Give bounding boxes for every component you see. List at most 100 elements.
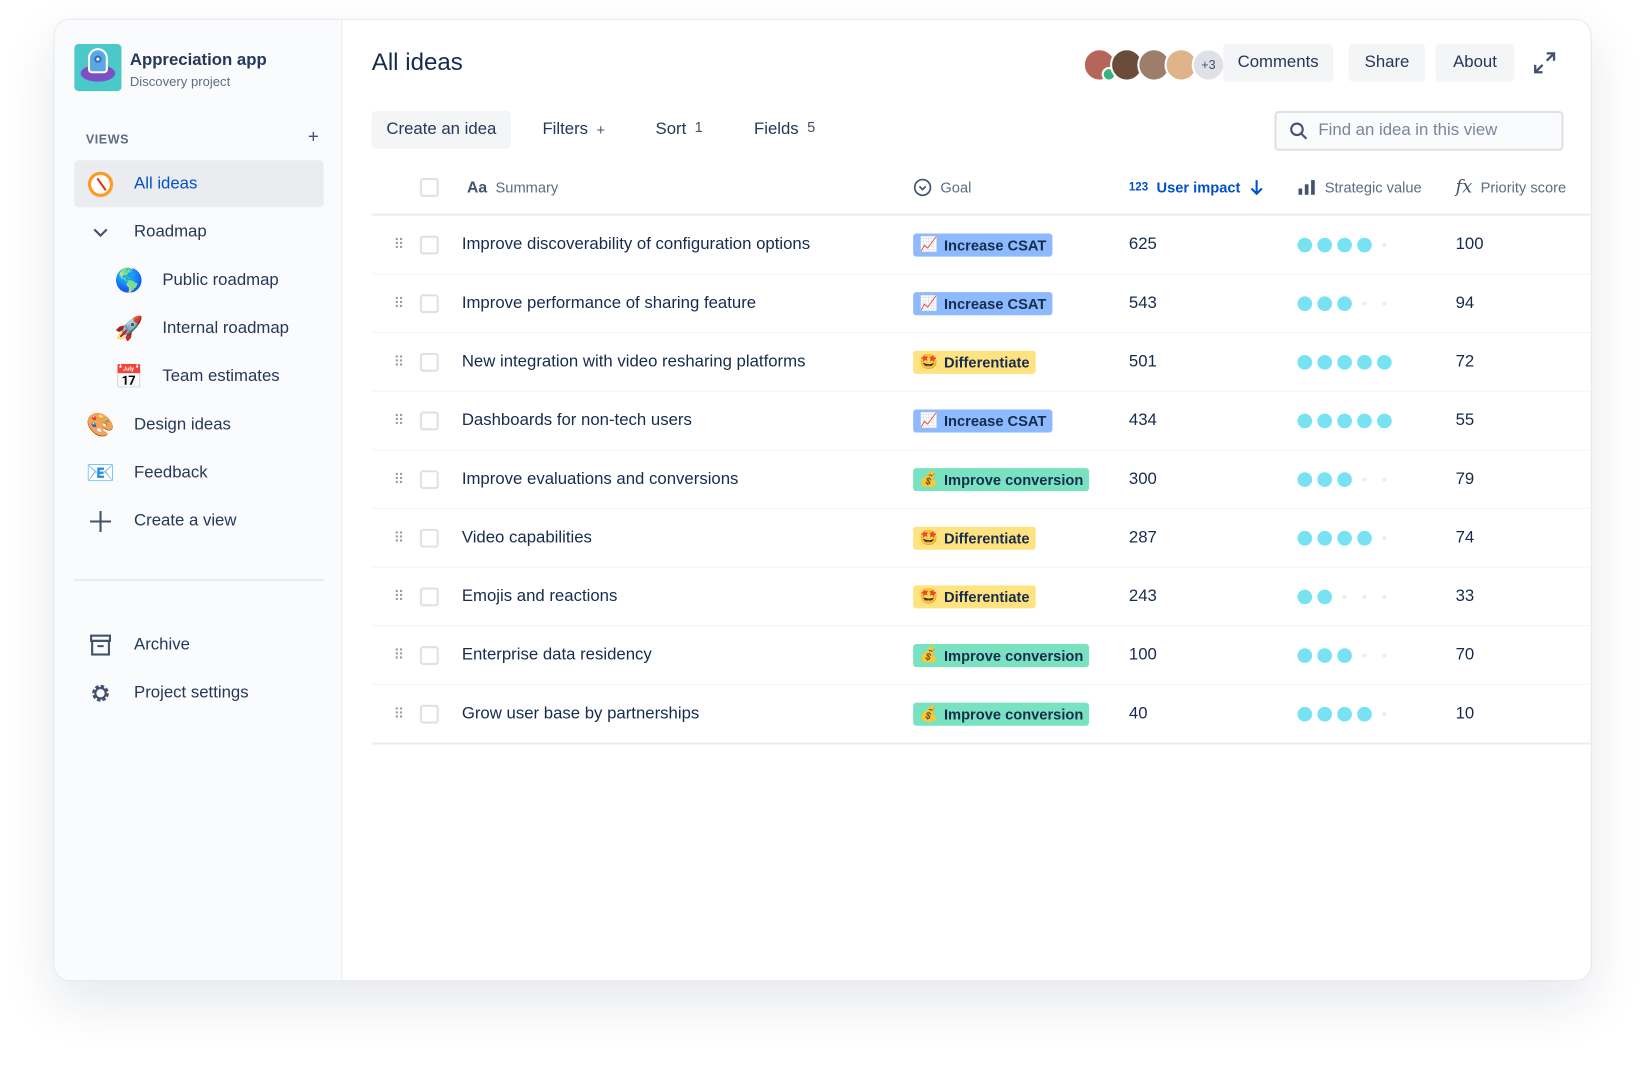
drag-handle-icon[interactable]: ⠿ bbox=[393, 704, 405, 722]
create-idea-button[interactable]: Create an idea bbox=[371, 111, 512, 149]
user-impact-value[interactable]: 625 bbox=[1128, 235, 1157, 253]
rating-dot[interactable] bbox=[1362, 652, 1367, 658]
rating-dot[interactable] bbox=[1382, 652, 1387, 658]
row-checkbox[interactable] bbox=[419, 411, 439, 430]
sidebar-item-internal-roadmap[interactable]: 🚀 Internal roadmap bbox=[74, 305, 323, 352]
rating-dot[interactable] bbox=[1317, 647, 1333, 663]
rating-dot[interactable] bbox=[1357, 706, 1372, 721]
filters-button[interactable]: Filters + bbox=[542, 111, 605, 149]
table-row[interactable]: ⠿ Grow user base by partnerships 💰 Improve … bbox=[371, 685, 1591, 745]
column-user-impact[interactable]: 123 User impact bbox=[1129, 179, 1298, 196]
rating-dot[interactable] bbox=[1382, 535, 1387, 540]
user-impact-value[interactable]: 100 bbox=[1128, 645, 1157, 664]
goal-tag[interactable]: 🤩 Differentiate bbox=[913, 584, 1036, 608]
user-impact-value[interactable]: 300 bbox=[1128, 469, 1157, 488]
row-checkbox[interactable] bbox=[419, 704, 439, 724]
rating-dot[interactable] bbox=[1362, 301, 1367, 306]
idea-summary[interactable]: Video capabilities bbox=[461, 528, 592, 547]
rating-dot[interactable] bbox=[1382, 476, 1387, 482]
table-row[interactable]: ⠿ Dashboards for non-tech users 📈 Increase … bbox=[371, 392, 1591, 451]
rating-dot[interactable] bbox=[1297, 471, 1313, 487]
rating-dot[interactable] bbox=[1317, 413, 1333, 428]
goal-tag[interactable]: 💰 Improve conversion bbox=[913, 702, 1090, 726]
rating-dot[interactable] bbox=[1342, 594, 1347, 599]
row-checkbox[interactable] bbox=[419, 352, 439, 372]
sidebar-item-design-ideas[interactable]: 🎨 Design ideas bbox=[74, 401, 323, 448]
drag-handle-icon[interactable]: ⠿ bbox=[393, 235, 405, 253]
table-row[interactable]: ⠿ Emojis and reactions 🤩 Differentiate 243 33 bbox=[371, 568, 1591, 627]
rating-dot[interactable] bbox=[1337, 295, 1352, 311]
rating-dot[interactable] bbox=[1337, 471, 1352, 487]
row-checkbox[interactable] bbox=[419, 469, 439, 489]
idea-summary[interactable]: Grow user base by partnerships bbox=[461, 704, 700, 723]
rating-dot[interactable] bbox=[1377, 354, 1392, 370]
search-box[interactable] bbox=[1274, 111, 1564, 151]
table-row[interactable]: ⠿ Improve performance of sharing feature 📈… bbox=[371, 274, 1591, 334]
goal-tag[interactable]: 📈 Increase CSAT bbox=[913, 291, 1053, 315]
table-row[interactable]: ⠿ New integration with video resharing pl… bbox=[371, 333, 1591, 392]
rating-dot[interactable] bbox=[1297, 295, 1313, 311]
row-checkbox[interactable] bbox=[419, 528, 439, 548]
chevron-down-icon[interactable] bbox=[86, 217, 115, 246]
idea-summary[interactable]: Enterprise data residency bbox=[461, 645, 652, 664]
strategic-value-rating[interactable] bbox=[1297, 530, 1455, 546]
idea-summary[interactable]: Improve evaluations and conversions bbox=[461, 469, 739, 488]
strategic-value-rating[interactable] bbox=[1297, 413, 1455, 428]
user-impact-value[interactable]: 543 bbox=[1128, 293, 1157, 312]
goal-tag[interactable]: 💰 Improve conversion bbox=[913, 467, 1090, 491]
table-row[interactable]: ⠿ Improve evaluations and conversions 💰 Imp… bbox=[371, 450, 1591, 509]
idea-summary[interactable]: New integration with video resharing pla… bbox=[461, 352, 806, 371]
rating-dot[interactable] bbox=[1317, 237, 1333, 252]
user-impact-value[interactable]: 434 bbox=[1128, 411, 1157, 429]
sidebar-item-team-estimates[interactable]: 📅 Team estimates bbox=[74, 353, 323, 400]
idea-summary[interactable]: Improve performance of sharing feature bbox=[461, 293, 757, 312]
rating-dot[interactable] bbox=[1357, 354, 1372, 370]
search-input[interactable] bbox=[1316, 120, 1551, 142]
goal-tag[interactable]: 🤩 Differentiate bbox=[913, 526, 1036, 550]
rating-dot[interactable] bbox=[1357, 530, 1372, 546]
column-goal[interactable]: Goal bbox=[913, 178, 1129, 197]
rating-dot[interactable] bbox=[1357, 237, 1372, 252]
rating-dot[interactable] bbox=[1382, 594, 1387, 599]
share-button[interactable]: Share bbox=[1348, 43, 1426, 82]
column-priority-score[interactable]: fx Priority score bbox=[1456, 177, 1591, 198]
sidebar-item-roadmap[interactable]: Roadmap bbox=[74, 208, 323, 255]
sidebar-item-feedback[interactable]: 📧 Feedback bbox=[74, 449, 323, 496]
rating-dot[interactable] bbox=[1297, 354, 1313, 370]
goal-tag[interactable]: 💰 Improve conversion bbox=[913, 643, 1090, 667]
strategic-value-rating[interactable] bbox=[1297, 471, 1455, 487]
row-checkbox[interactable] bbox=[419, 293, 439, 313]
select-all-checkbox[interactable] bbox=[419, 178, 439, 197]
goal-tag[interactable]: 📈 Increase CSAT bbox=[913, 233, 1053, 257]
row-checkbox[interactable] bbox=[419, 645, 439, 665]
drag-handle-icon[interactable]: ⠿ bbox=[393, 352, 405, 370]
rating-dot[interactable] bbox=[1297, 237, 1313, 252]
rating-dot[interactable] bbox=[1317, 295, 1333, 311]
strategic-value-rating[interactable] bbox=[1297, 354, 1455, 370]
strategic-value-rating[interactable] bbox=[1297, 589, 1455, 604]
sort-button[interactable]: Sort 1 bbox=[656, 111, 703, 149]
sidebar-item-public-roadmap[interactable]: 🌎 Public roadmap bbox=[74, 257, 323, 304]
rating-dot[interactable] bbox=[1297, 413, 1313, 428]
drag-handle-icon[interactable]: ⠿ bbox=[393, 587, 405, 605]
rating-dot[interactable] bbox=[1337, 354, 1352, 370]
rating-dot[interactable] bbox=[1382, 301, 1387, 306]
rating-dot[interactable] bbox=[1337, 647, 1352, 663]
idea-summary[interactable]: Emojis and reactions bbox=[461, 586, 618, 605]
idea-summary[interactable]: Improve discoverability of configuration… bbox=[461, 235, 811, 253]
add-view-icon[interactable]: + bbox=[307, 125, 319, 147]
user-impact-value[interactable]: 243 bbox=[1128, 586, 1157, 605]
rating-dot[interactable] bbox=[1362, 476, 1367, 482]
comments-button[interactable]: Comments bbox=[1223, 43, 1334, 82]
row-checkbox[interactable] bbox=[419, 235, 439, 254]
rating-dot[interactable] bbox=[1297, 647, 1313, 663]
create-view-button[interactable]: Create a view bbox=[74, 497, 323, 544]
user-impact-value[interactable]: 287 bbox=[1128, 528, 1157, 547]
rating-dot[interactable] bbox=[1337, 706, 1352, 721]
expand-icon[interactable] bbox=[1532, 50, 1557, 75]
column-summary[interactable]: Aa Summary bbox=[462, 179, 913, 197]
about-button[interactable]: About bbox=[1435, 43, 1515, 82]
user-impact-value[interactable]: 40 bbox=[1128, 704, 1148, 723]
rating-dot[interactable] bbox=[1382, 242, 1387, 247]
goal-tag[interactable]: 📈 Increase CSAT bbox=[913, 408, 1053, 432]
